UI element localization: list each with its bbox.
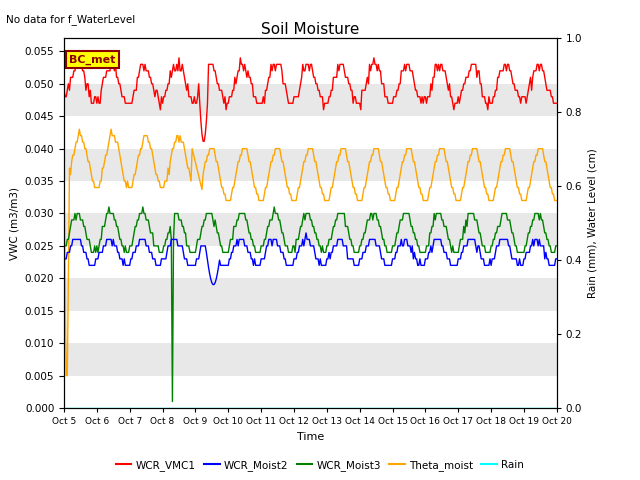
X-axis label: Time: Time <box>297 432 324 442</box>
Title: Soil Moisture: Soil Moisture <box>261 22 360 37</box>
Bar <box>64 181 557 214</box>
Bar <box>64 51 557 84</box>
Text: BC_met: BC_met <box>69 55 115 65</box>
Bar <box>64 84 557 116</box>
Bar <box>64 375 557 408</box>
Y-axis label: VWC (m3/m3): VWC (m3/m3) <box>9 187 19 260</box>
Bar <box>64 246 557 278</box>
Y-axis label: Rain (mm), Water Level (cm): Rain (mm), Water Level (cm) <box>588 148 598 298</box>
Bar <box>64 116 557 149</box>
Legend: WCR_VMC1, WCR_Moist2, WCR_Moist3, Theta_moist, Rain: WCR_VMC1, WCR_Moist2, WCR_Moist3, Theta_… <box>112 456 528 475</box>
Bar <box>64 149 557 181</box>
Bar <box>64 343 557 375</box>
Text: No data for f_WaterLevel: No data for f_WaterLevel <box>6 14 136 25</box>
Bar <box>64 311 557 343</box>
Bar <box>64 214 557 246</box>
Bar <box>64 278 557 311</box>
